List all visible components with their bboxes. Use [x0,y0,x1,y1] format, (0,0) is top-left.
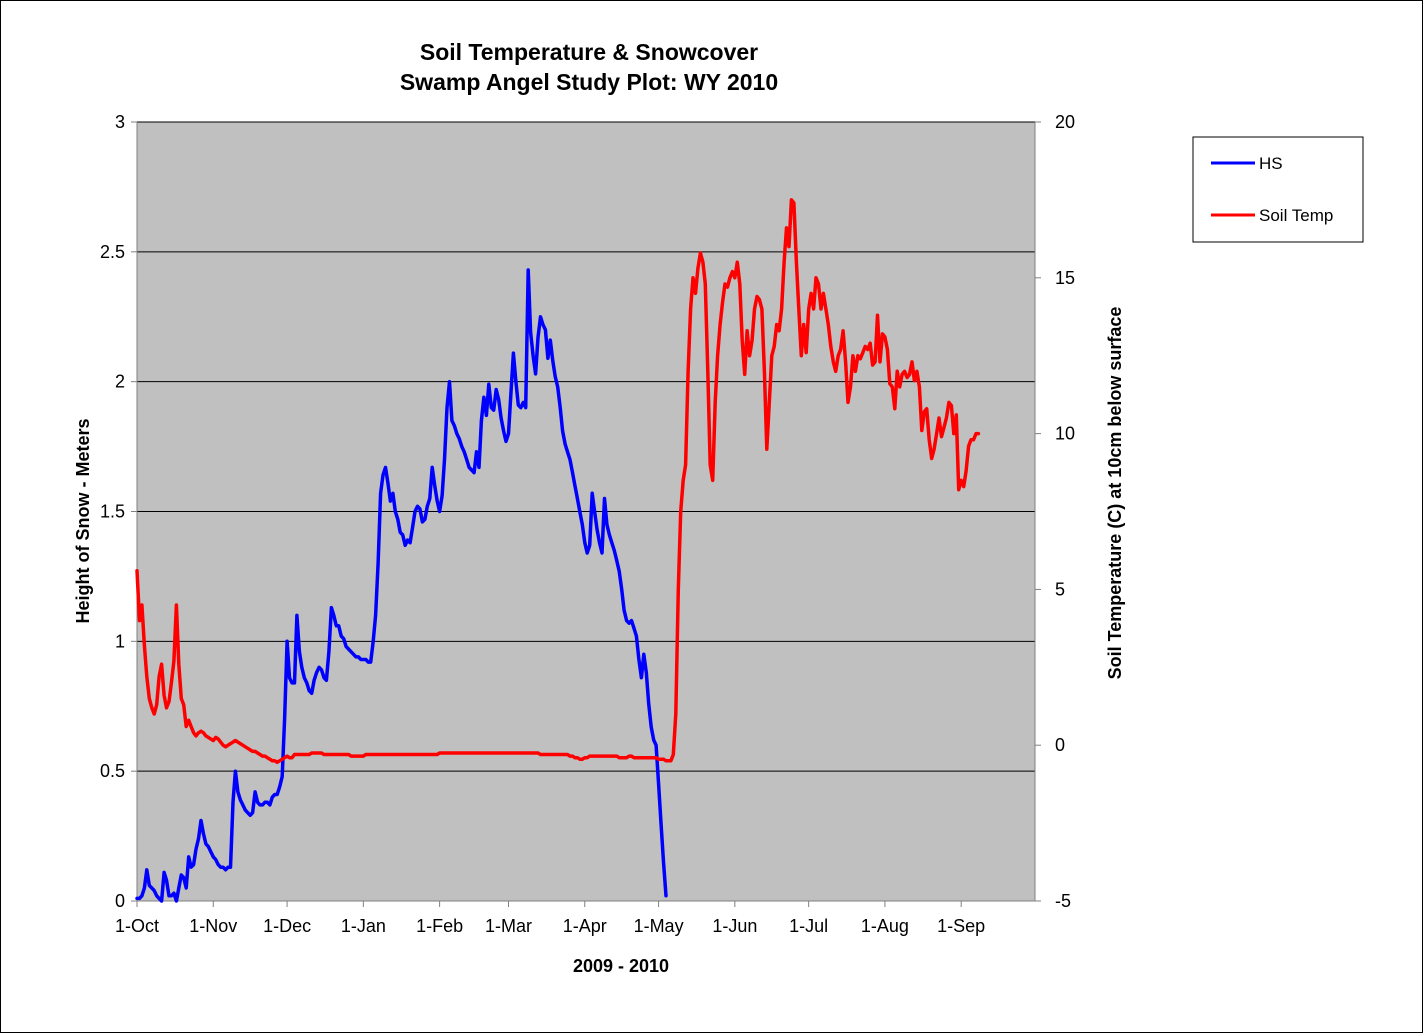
legend-box [1192,136,1364,243]
y-left-tick-label: 0.5 [100,761,125,781]
series-line-soil-temp [135,198,981,765]
x-tick-label: 1-Apr [563,916,607,936]
x-tick-label: 1-Jun [712,916,757,936]
y-left-tick-label: 1 [115,631,125,651]
y-right-tick-label: -5 [1055,891,1071,911]
x-tick-label: 1-Mar [485,916,532,936]
tick-labels: 0 0.5 1 1.5 2 2.5 3 -5 0 5 10 15 20 1-Oct 1-Nov 1-Dec 1-… [100,112,1075,936]
legend-label-soil-temp: Soil Temp [1259,206,1333,225]
y-left-tick-label: 3 [115,112,125,132]
x-tick-label: 1-Jan [341,916,386,936]
y-right-tick-label: 10 [1055,424,1075,444]
y-right-tick-label: 0 [1055,735,1065,755]
y-axis-right-label: Soil Temperature (C) at 10cm below surfa… [1105,307,1125,680]
x-tick-label: 1-Nov [189,916,237,936]
legend: HS Soil Temp [1192,136,1364,243]
y-left-tick-label: 1.5 [100,502,125,522]
x-tick-label: 1-Jul [789,916,828,936]
y-right-tick-label: 20 [1055,112,1075,132]
x-tick-label: 1-Aug [861,916,909,936]
y-left-tick-label: 2.5 [100,242,125,262]
y-axis-left-label: Height of Snow - Meters [73,418,93,623]
axes [131,121,1041,907]
y-right-tick-label: 15 [1055,268,1075,288]
x-tick-label: 1-Oct [115,916,159,936]
x-tick-label: 1-Dec [263,916,311,936]
y-right-tick-label: 5 [1055,579,1065,599]
y-left-tick-label: 2 [115,372,125,392]
chart-subtitle: Swamp Angel Study Plot: WY 2010 [400,69,778,95]
y-left-tick-label: 0 [115,891,125,911]
series-line-hs [135,268,668,903]
chart-title: Soil Temperature & Snowcover [420,39,758,65]
x-axis-label: 2009 - 2010 [573,956,669,976]
legend-label-hs: HS [1259,154,1283,173]
x-tick-label: 1-May [634,916,684,936]
series-layer [135,198,981,903]
x-tick-label: 1-Sep [937,916,985,936]
x-tick-label: 1-Feb [416,916,463,936]
